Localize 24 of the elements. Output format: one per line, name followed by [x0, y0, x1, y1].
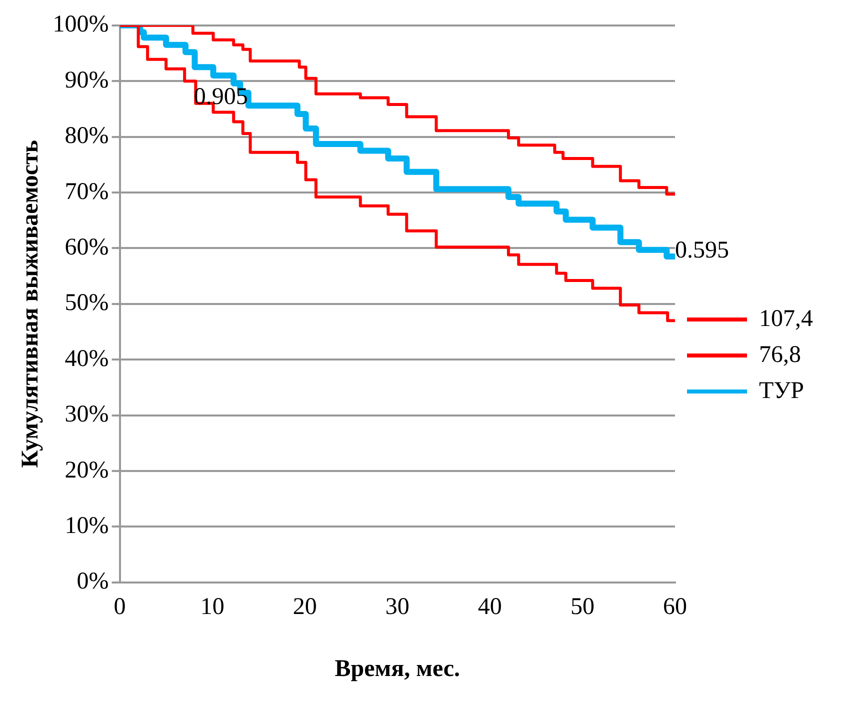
x-axis-title: Время, мес. [334, 656, 460, 682]
y-tick-label: 70% [64, 178, 109, 205]
x-tick-label: 20 [292, 594, 317, 620]
y-tick-label: 100% [52, 12, 109, 38]
annotation: 0.595 [675, 237, 729, 264]
legend-label: 107,4 [759, 306, 813, 332]
y-tick-label: 60% [64, 234, 109, 260]
y-axis-title: Кумулятивная выживаемость [18, 140, 44, 468]
legend-label: 76,8 [759, 342, 801, 368]
y-tick-label: 50% [64, 290, 109, 316]
y-tick-label: 80% [64, 123, 109, 150]
y-tick-label: 40% [64, 346, 109, 372]
y-tick-label: 30% [64, 402, 109, 428]
x-tick-label: 30 [385, 594, 410, 620]
x-tick-label: 60 [663, 594, 687, 620]
x-tick-label: 0 [114, 594, 126, 620]
y-tick-label: 90% [64, 67, 109, 94]
x-tick-label: 50 [570, 594, 594, 620]
y-tick-label: 0% [76, 568, 109, 595]
y-tick-label: 10% [64, 512, 109, 539]
legend-label: ТУР [759, 378, 804, 404]
x-tick-label: 10 [200, 594, 224, 620]
y-tick-label: 20% [64, 457, 109, 484]
x-tick-label: 40 [478, 594, 502, 620]
